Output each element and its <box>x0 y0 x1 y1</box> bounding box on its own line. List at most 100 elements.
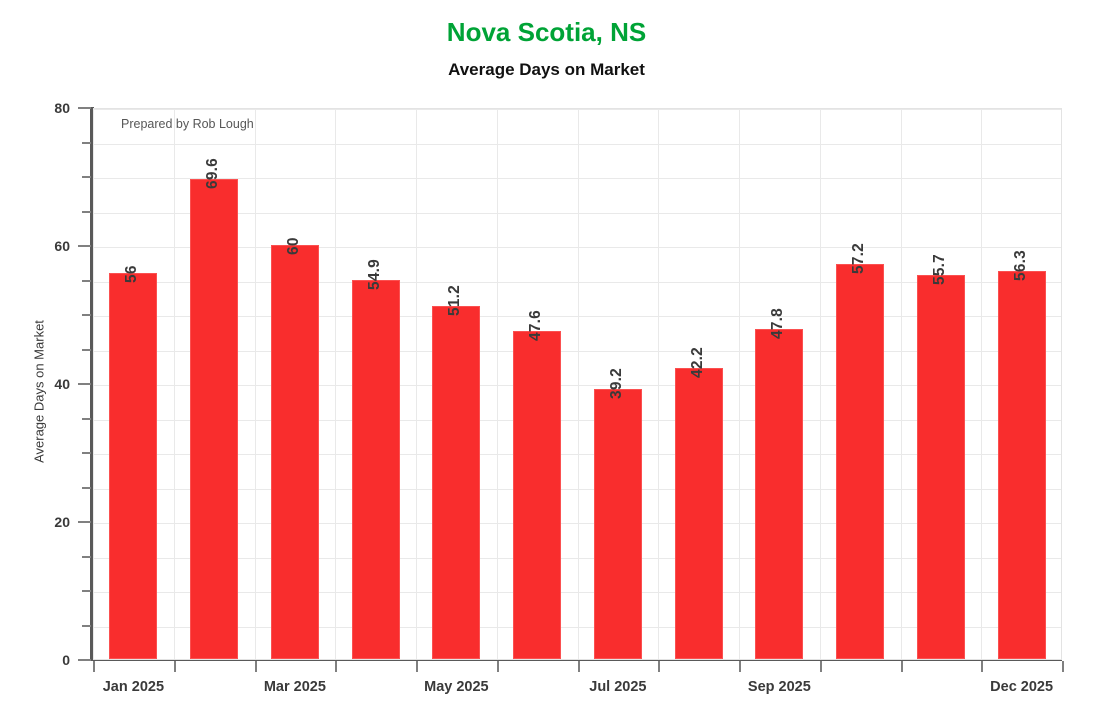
bar[interactable] <box>190 178 238 659</box>
x-tick <box>739 661 741 672</box>
bar-data-label: 39.2 <box>608 367 625 399</box>
gridline-vertical <box>497 109 498 659</box>
y-tick-minor <box>82 624 91 627</box>
chart-subtitle: Average Days on Market <box>448 60 645 79</box>
gridline-horizontal <box>93 247 1061 248</box>
gridline-horizontal <box>93 350 1061 352</box>
y-tick-major <box>78 383 91 385</box>
x-tick-label: Sep 2025 <box>747 679 811 695</box>
x-tick <box>1062 661 1064 672</box>
x-tick <box>93 661 95 672</box>
x-tick <box>981 661 983 672</box>
x-tick-label: May 2025 <box>424 679 489 695</box>
gridline-horizontal <box>93 488 1061 490</box>
x-tick <box>255 661 257 672</box>
y-axis-title: Average Days on Market <box>31 320 47 463</box>
y-tick-label: 40 <box>54 376 70 392</box>
y-tick-minor <box>82 452 91 454</box>
bar[interactable] <box>675 367 723 659</box>
bar[interactable] <box>836 264 884 659</box>
y-tick-minor <box>82 486 91 489</box>
gridline-vertical <box>658 109 659 659</box>
bar[interactable] <box>917 274 965 659</box>
gridline-horizontal <box>93 557 1061 559</box>
gridline-horizontal <box>93 626 1061 628</box>
bar-data-label: 54.9 <box>366 259 383 291</box>
gridline-vertical <box>578 109 579 659</box>
bar-data-label: 57.2 <box>850 243 867 275</box>
bar[interactable] <box>109 272 157 659</box>
gridline-vertical <box>255 109 256 659</box>
x-tick <box>497 661 499 672</box>
gridline-horizontal <box>93 212 1061 214</box>
gridline-horizontal <box>93 454 1061 455</box>
y-tick-minor <box>82 210 91 213</box>
y-tick-major <box>78 521 91 523</box>
y-tick-minor <box>82 348 91 351</box>
x-tick-label: Jul 2025 <box>589 679 647 695</box>
gridline-horizontal <box>93 419 1061 421</box>
y-tick-minor <box>82 314 91 316</box>
gridline-vertical <box>174 109 175 659</box>
y-tick-minor <box>82 590 91 592</box>
y-tick-minor <box>82 176 91 178</box>
bar-data-label: 60 <box>285 237 302 255</box>
x-tick <box>578 661 580 672</box>
bar-data-label: 56 <box>123 264 140 283</box>
x-tick-label: Mar 2025 <box>263 679 326 695</box>
bar[interactable] <box>998 270 1046 659</box>
bar-data-label: 42.2 <box>689 346 706 378</box>
gridline-horizontal <box>93 281 1061 283</box>
x-tick-label: Dec 2025 <box>990 679 1054 695</box>
x-tick <box>658 661 660 672</box>
y-tick-major <box>78 107 91 109</box>
gridline-horizontal <box>93 316 1061 317</box>
gridline-vertical <box>981 109 982 659</box>
bar[interactable] <box>432 305 480 659</box>
page-title: Nova Scotia, NS <box>446 17 647 47</box>
plot-area: Prepared by Rob Lough 56 69.6 60 54.9 51.2 47… <box>93 108 1062 660</box>
bar[interactable] <box>513 330 561 659</box>
gridline-vertical <box>335 109 336 659</box>
x-tick <box>820 661 822 672</box>
gridline-horizontal <box>93 592 1061 593</box>
y-tick-minor <box>82 141 91 144</box>
gridline-vertical <box>416 109 417 659</box>
y-axis-spine <box>90 107 94 661</box>
y-tick-label: 60 <box>54 238 70 254</box>
y-tick-minor <box>82 417 91 420</box>
bar-data-label: 56.3 <box>1012 249 1029 281</box>
gridline-vertical <box>901 109 902 659</box>
x-tick <box>416 661 418 672</box>
bar-data-label: 47.6 <box>527 309 544 341</box>
x-tick <box>335 661 337 672</box>
x-tick <box>174 661 176 672</box>
bar[interactable] <box>755 329 803 659</box>
x-tick-label: Jan 2025 <box>102 679 165 695</box>
gridline-vertical <box>739 109 740 659</box>
y-tick-label: 0 <box>62 652 70 668</box>
y-tick-minor <box>82 279 91 282</box>
x-tick <box>901 661 903 672</box>
gridline-horizontal <box>93 109 1061 110</box>
y-tick-label: 20 <box>54 514 70 530</box>
bar-data-label: 55.7 <box>931 253 948 285</box>
bar-data-label: 51.2 <box>446 284 463 316</box>
bar-data-label: 47.8 <box>769 308 786 340</box>
watermark-annotation: Prepared by Rob Lough <box>121 117 254 131</box>
bar-data-label: 69.6 <box>204 157 221 189</box>
bar[interactable] <box>352 280 400 659</box>
y-tick-major <box>78 659 91 661</box>
bar[interactable] <box>594 388 642 659</box>
y-tick-major <box>78 245 91 247</box>
gridline-vertical <box>93 109 94 659</box>
y-tick-minor <box>82 555 91 558</box>
gridline-horizontal <box>93 178 1061 179</box>
bar[interactable] <box>271 245 319 659</box>
gridline-vertical <box>820 109 821 659</box>
y-tick-label: 80 <box>54 100 70 116</box>
gridline-horizontal <box>93 143 1061 145</box>
gridline-horizontal <box>93 523 1061 524</box>
gridline-horizontal <box>93 385 1061 386</box>
